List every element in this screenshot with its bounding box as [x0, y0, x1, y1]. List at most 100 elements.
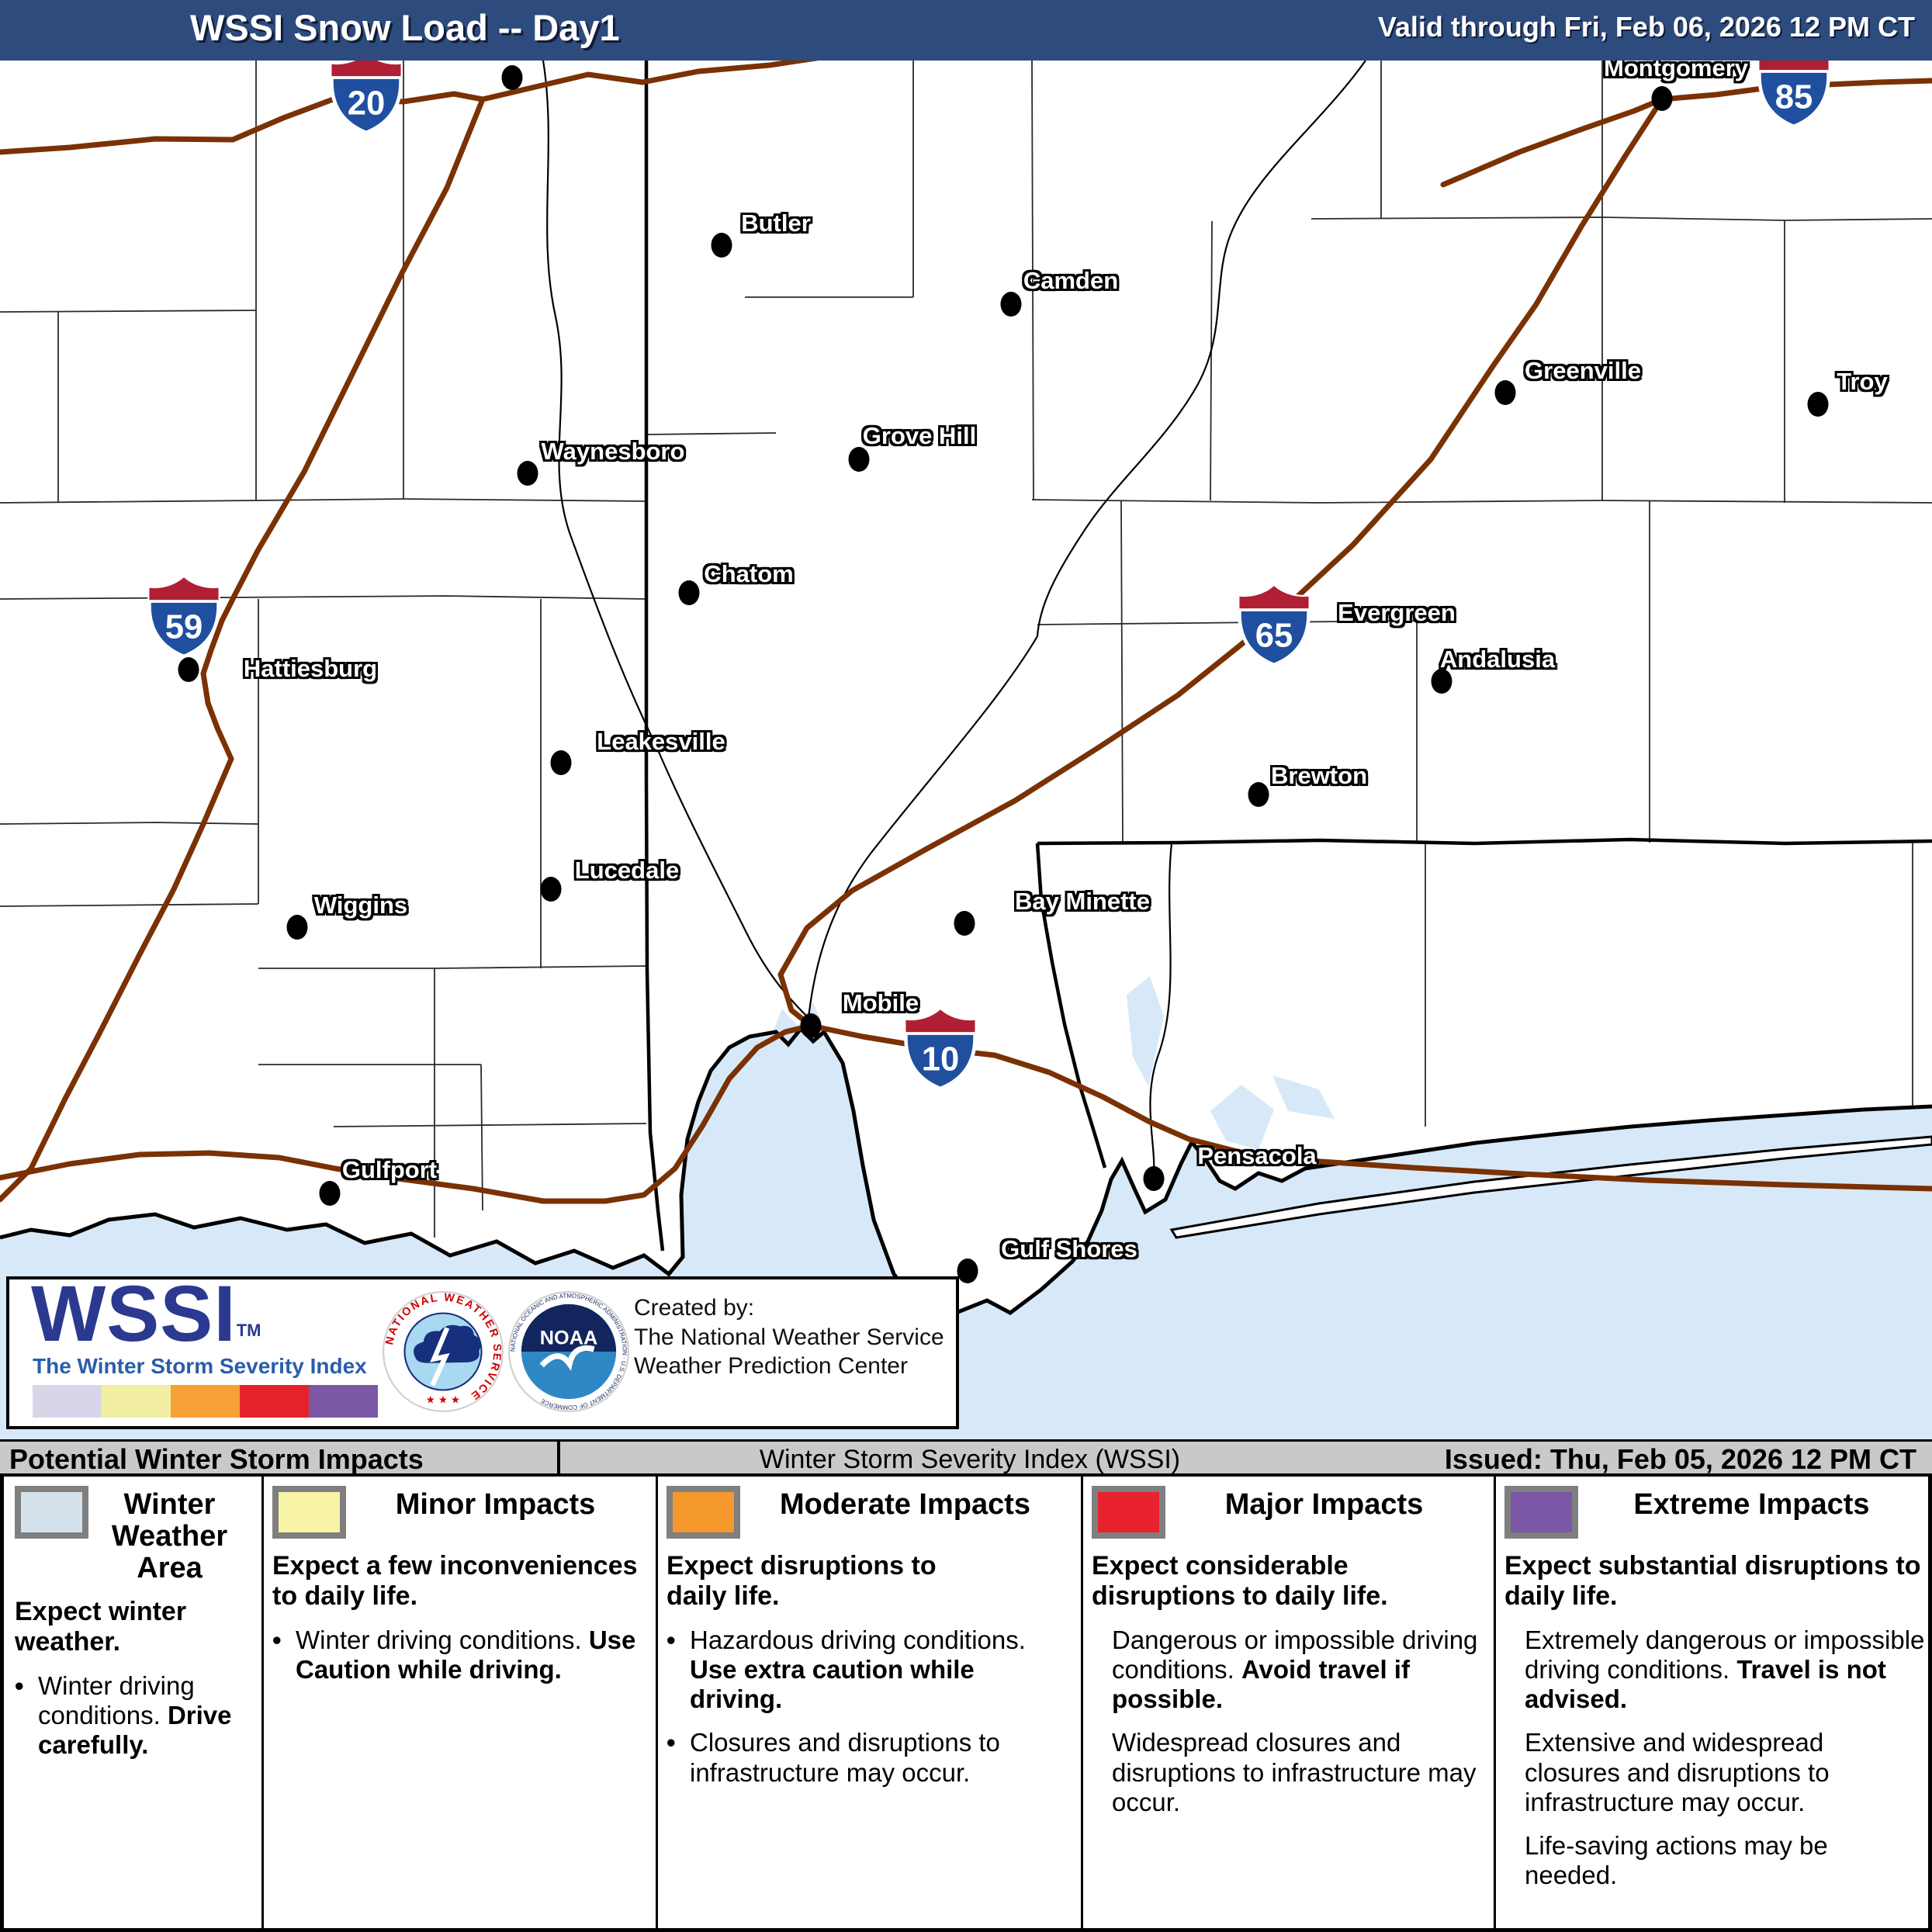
city-dot	[286, 915, 308, 940]
created-by-line3: Weather Prediction Center	[634, 1353, 908, 1379]
wssi-color-strip	[33, 1385, 378, 1418]
city-label: Butler	[741, 209, 811, 237]
city-dot	[1807, 392, 1829, 417]
minor-bullet-1: • Winter driving conditions. Use Caution…	[272, 1625, 636, 1684]
nws-logo: NATIONAL WEATHER SERVICE ★ ★ ★	[383, 1291, 504, 1412]
city-label: Brewton	[1271, 762, 1367, 789]
interstate-10-shield: 10	[902, 1006, 979, 1092]
created-by-line2: The National Weather Service	[634, 1324, 944, 1350]
major-item-2: Widespread closures and disruptions to i…	[1112, 1728, 1477, 1816]
moderate-lead: Expect disruptions to daily life.	[667, 1551, 937, 1611]
cloud-icon	[414, 1324, 481, 1363]
interstate-20-shield: 20	[327, 50, 405, 136]
extreme-lead: Expect substantial disruptions to daily …	[1504, 1551, 1921, 1611]
header-bar: WSSI Snow Load -- Day1 Valid through Fri…	[0, 0, 1932, 61]
legend: Winter Weather Area Expect winter weathe…	[0, 1477, 1932, 1932]
blackwater-bay-water	[1272, 1075, 1335, 1119]
city-label: Chatom	[704, 560, 794, 587]
city-dot	[954, 911, 975, 936]
city-label: Wiggins	[313, 892, 408, 919]
city-dot	[1248, 782, 1269, 807]
city-label: Pensacola	[1197, 1142, 1317, 1169]
seagull-icon	[539, 1345, 595, 1371]
legend-divider-3	[1081, 1477, 1083, 1928]
trademark: TM	[236, 1321, 261, 1340]
city-label: Mobile	[842, 989, 919, 1016]
extreme-title: Extreme Impacts	[1633, 1488, 1870, 1521]
extreme-item-2: Extensive and widespread closures and di…	[1525, 1728, 1830, 1816]
svg-text:10: 10	[922, 1040, 960, 1078]
major-item-1: Dangerous or impossible driving conditio…	[1112, 1625, 1478, 1714]
strip-winter-weather	[33, 1385, 102, 1418]
city-label: Hattiesburg	[243, 655, 378, 682]
major-swatch	[1092, 1486, 1165, 1539]
noaa-logo: NOAA NATIONAL OCEANIC AND ATMOSPHERIC AD…	[508, 1291, 629, 1412]
city-label: Grove Hill	[862, 422, 977, 449]
perdido-water	[1127, 976, 1164, 1086]
wssi-tagline: The Winter Storm Severity Index	[33, 1354, 367, 1378]
city-dot	[1494, 380, 1516, 405]
county-borders	[0, 60, 1932, 1238]
valid-through-text: Valid through Fri, Feb 06, 2026 12 PM CT	[1377, 11, 1915, 43]
svg-text:85: 85	[1775, 78, 1813, 116]
state-borders	[644, 61, 1932, 1252]
winter-weather-swatch	[15, 1486, 88, 1539]
city-label: Andalusia	[1439, 646, 1556, 673]
city-dot	[678, 580, 700, 605]
legend-divider-1	[261, 1477, 264, 1928]
moderate-bullet-2: • Closures and disruptions to infrastruc…	[667, 1728, 1000, 1787]
legend-col-extreme: Extreme Impacts Expect substantial disru…	[1494, 1477, 1932, 1928]
city-dot	[550, 750, 572, 775]
winter-weather-title: Winter Weather Area	[111, 1488, 228, 1585]
created-by-block: Created by: The National Weather Service…	[634, 1293, 944, 1381]
legend-col-major: Major Impacts Expect considerable disrup…	[1081, 1477, 1494, 1928]
legend-col-minor: Minor Impacts Expect a few inconvenience…	[261, 1477, 656, 1928]
bar-divider	[557, 1442, 560, 1473]
winter-weather-lead: Expect winter weather.	[15, 1597, 187, 1657]
svg-text:59: 59	[165, 608, 203, 646]
strip-minor	[102, 1385, 171, 1418]
city-label: Waynesboro	[541, 438, 685, 465]
bullet-icon: •	[667, 1728, 676, 1757]
city-dot	[501, 65, 523, 90]
city-dot	[319, 1181, 341, 1206]
highways	[0, 42, 1932, 1204]
strip-moderate	[171, 1385, 240, 1418]
major-title: Major Impacts	[1224, 1488, 1424, 1521]
lightning-icon	[430, 1327, 450, 1387]
city-label: Camden	[1023, 267, 1119, 294]
extreme-item-3: Life-saving actions may be needed.	[1525, 1831, 1828, 1890]
legend-divider-2	[656, 1477, 658, 1928]
bullet-icon: •	[272, 1625, 282, 1654]
city-dot	[800, 1013, 822, 1038]
city-dot	[178, 657, 199, 682]
interstate-65-shield: 65	[1235, 583, 1313, 668]
city-dot	[1000, 292, 1022, 317]
wssi-logo-box: WSSITM The Winter Storm Severity Index N…	[6, 1269, 959, 1429]
moderate-swatch	[667, 1486, 740, 1539]
major-lead: Expect considerable disruptions to daily…	[1092, 1551, 1388, 1611]
legend-col-moderate: Moderate Impacts Expect disruptions to d…	[656, 1477, 1081, 1928]
moderate-title: Moderate Impacts	[779, 1488, 1031, 1521]
city-dot	[848, 447, 870, 472]
city-label: Gulf Shores	[1001, 1235, 1137, 1262]
svg-text:20: 20	[348, 85, 386, 122]
city-label: Bay Minette	[1015, 888, 1150, 915]
impacts-title-bar: Potential Winter Storm Impacts Winter St…	[0, 1439, 1932, 1477]
minor-lead: Expect a few inconveniences to daily lif…	[272, 1551, 638, 1611]
escambia-bay-water	[1210, 1085, 1274, 1150]
minor-title: Minor Impacts	[395, 1488, 596, 1521]
city-dot	[1143, 1166, 1165, 1191]
moderate-bullet-1: • Hazardous driving conditions. Use extr…	[667, 1625, 1026, 1714]
extreme-item-1: Extremely dangerous or impossible drivin…	[1525, 1625, 1925, 1714]
city-layer: Montgomery Butler Camden Greenville Troy Wayn…	[145, 47, 1888, 1283]
interstate-59-shield: 59	[145, 574, 223, 660]
strip-major	[240, 1385, 309, 1418]
city-dot	[711, 233, 732, 258]
strip-extreme	[309, 1385, 378, 1418]
issued-text: Issued: Thu, Feb 05, 2026 12 PM CT	[1444, 1443, 1916, 1475]
city-label: Lucedale	[574, 857, 680, 884]
bullet-icon: •	[667, 1625, 676, 1654]
page-title: WSSI Snow Load -- Day1	[190, 7, 620, 48]
coastline	[0, 1026, 1932, 1315]
